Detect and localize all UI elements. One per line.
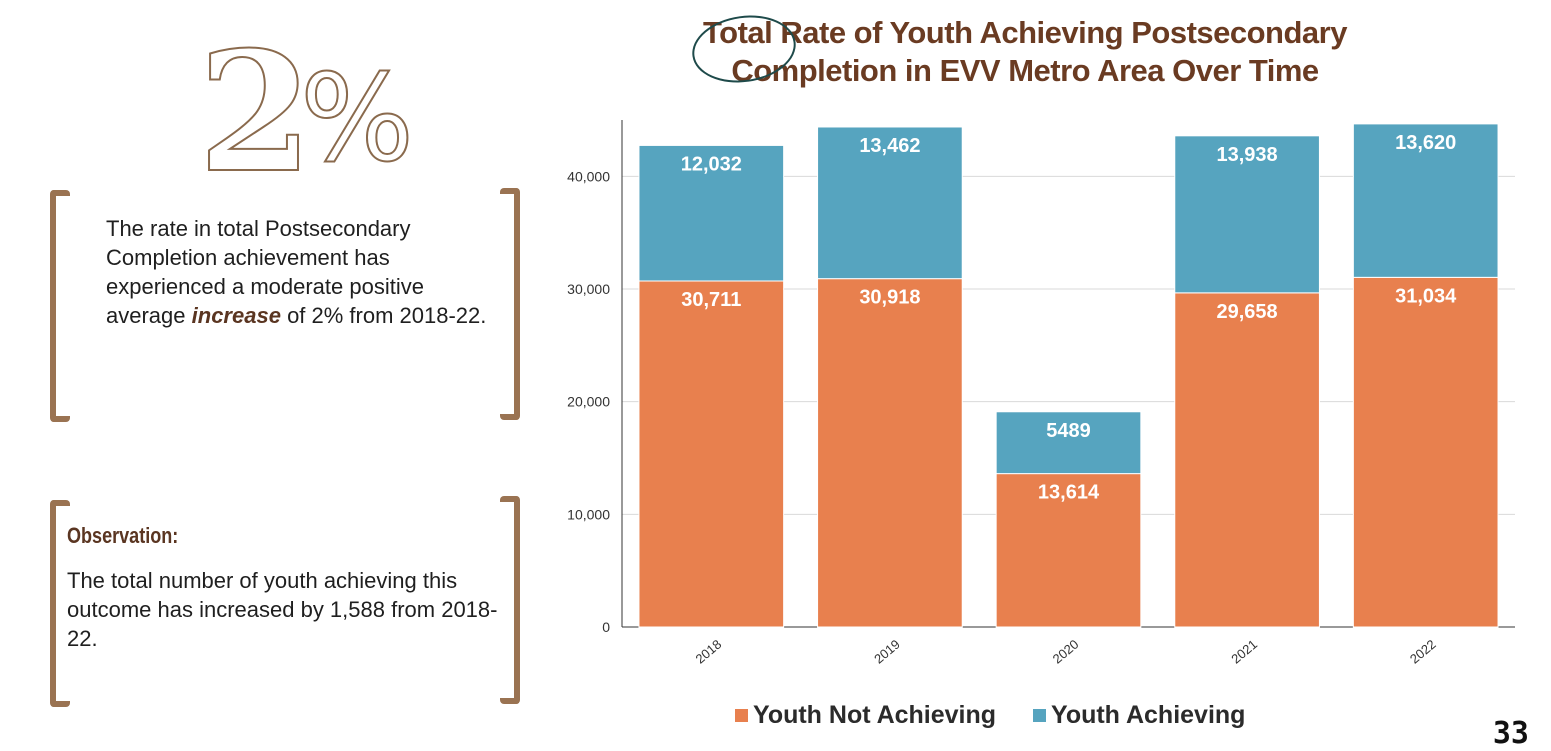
- y-tick-label: 20,000: [567, 394, 610, 410]
- chart-legend: Youth Not Achieving Youth Achieving: [735, 700, 1275, 730]
- x-tick-label: 2022: [1407, 637, 1439, 667]
- observation-text: The total number of youth achieving this…: [67, 568, 498, 651]
- x-tick-label: 2018: [693, 637, 725, 667]
- data-label: 29,658: [1217, 301, 1278, 323]
- y-tick-label: 30,000: [567, 281, 610, 297]
- x-tick-label: 2019: [871, 637, 903, 667]
- big-stat: 2 %: [190, 29, 420, 196]
- data-label: 31,034: [1395, 285, 1457, 307]
- chart-title-line1: Total Rate of Youth Achieving Postsecond…: [703, 15, 1347, 50]
- y-tick-label: 0: [602, 619, 610, 635]
- legend-label-not-achieving: Youth Not Achieving: [753, 701, 997, 729]
- legend-label-achieving: Youth Achieving: [1051, 701, 1246, 729]
- bar-achieving: [995, 411, 1142, 475]
- legend-swatch-achieving: [1033, 709, 1046, 722]
- page-number: 33: [1492, 716, 1529, 751]
- bar-achieving: [1174, 135, 1320, 294]
- chart-title-line2: Completion in EVV Metro Area Over Time: [731, 53, 1319, 88]
- chart-title: Total Rate of Youth Achieving Postsecond…: [640, 14, 1410, 90]
- bar-achieving: [817, 126, 963, 280]
- summary-text: The rate in total Postsecondary Completi…: [106, 214, 506, 330]
- data-label: 13,462: [859, 135, 920, 157]
- summary-text-after: of 2% from 2018-22.: [287, 303, 487, 328]
- summary-bracket-right: [500, 188, 520, 420]
- observation-bracket-left: [50, 500, 70, 707]
- data-label: 13,938: [1217, 144, 1278, 166]
- big-stat-digit: 2: [197, 15, 314, 209]
- observation-title: Observation:: [67, 523, 179, 548]
- legend-swatch-not-achieving: [735, 709, 748, 722]
- legend-item-achieving: Youth Achieving: [1033, 701, 1245, 730]
- summary-text-before: The rate in total Postsecondary Completi…: [106, 216, 424, 328]
- bar-not-achieving: [1352, 276, 1499, 628]
- y-tick-label: 40,000: [567, 168, 610, 184]
- summary-highlight: increase: [191, 303, 281, 328]
- big-stat-percent: %: [299, 50, 415, 189]
- data-label: 13,614: [1038, 482, 1100, 504]
- bar-not-achieving: [1174, 292, 1320, 628]
- summary-bracket-left: [50, 190, 70, 422]
- data-label: 30,918: [859, 287, 920, 309]
- data-label: 5489: [1046, 420, 1091, 442]
- observation-bracket-right: [500, 496, 520, 704]
- bar-achieving: [1352, 123, 1499, 278]
- data-label: 12,032: [681, 153, 742, 175]
- x-tick-label: 2020: [1050, 637, 1082, 667]
- y-tick-label: 10,000: [567, 506, 610, 522]
- bar-not-achieving: [817, 278, 963, 628]
- data-label: 30,711: [681, 289, 741, 311]
- bar-not-achieving: [638, 280, 785, 628]
- bar-not-achieving: [995, 473, 1142, 628]
- legend-item-not-achieving: Youth Not Achieving: [735, 701, 996, 730]
- data-label: 13,620: [1395, 132, 1456, 154]
- bar-chart: 0 10,000 20,000 30,000 40,000 30,711 12,032 201…: [567, 120, 1515, 667]
- bar-achieving: [638, 144, 785, 282]
- x-tick-label: 2021: [1228, 637, 1260, 667]
